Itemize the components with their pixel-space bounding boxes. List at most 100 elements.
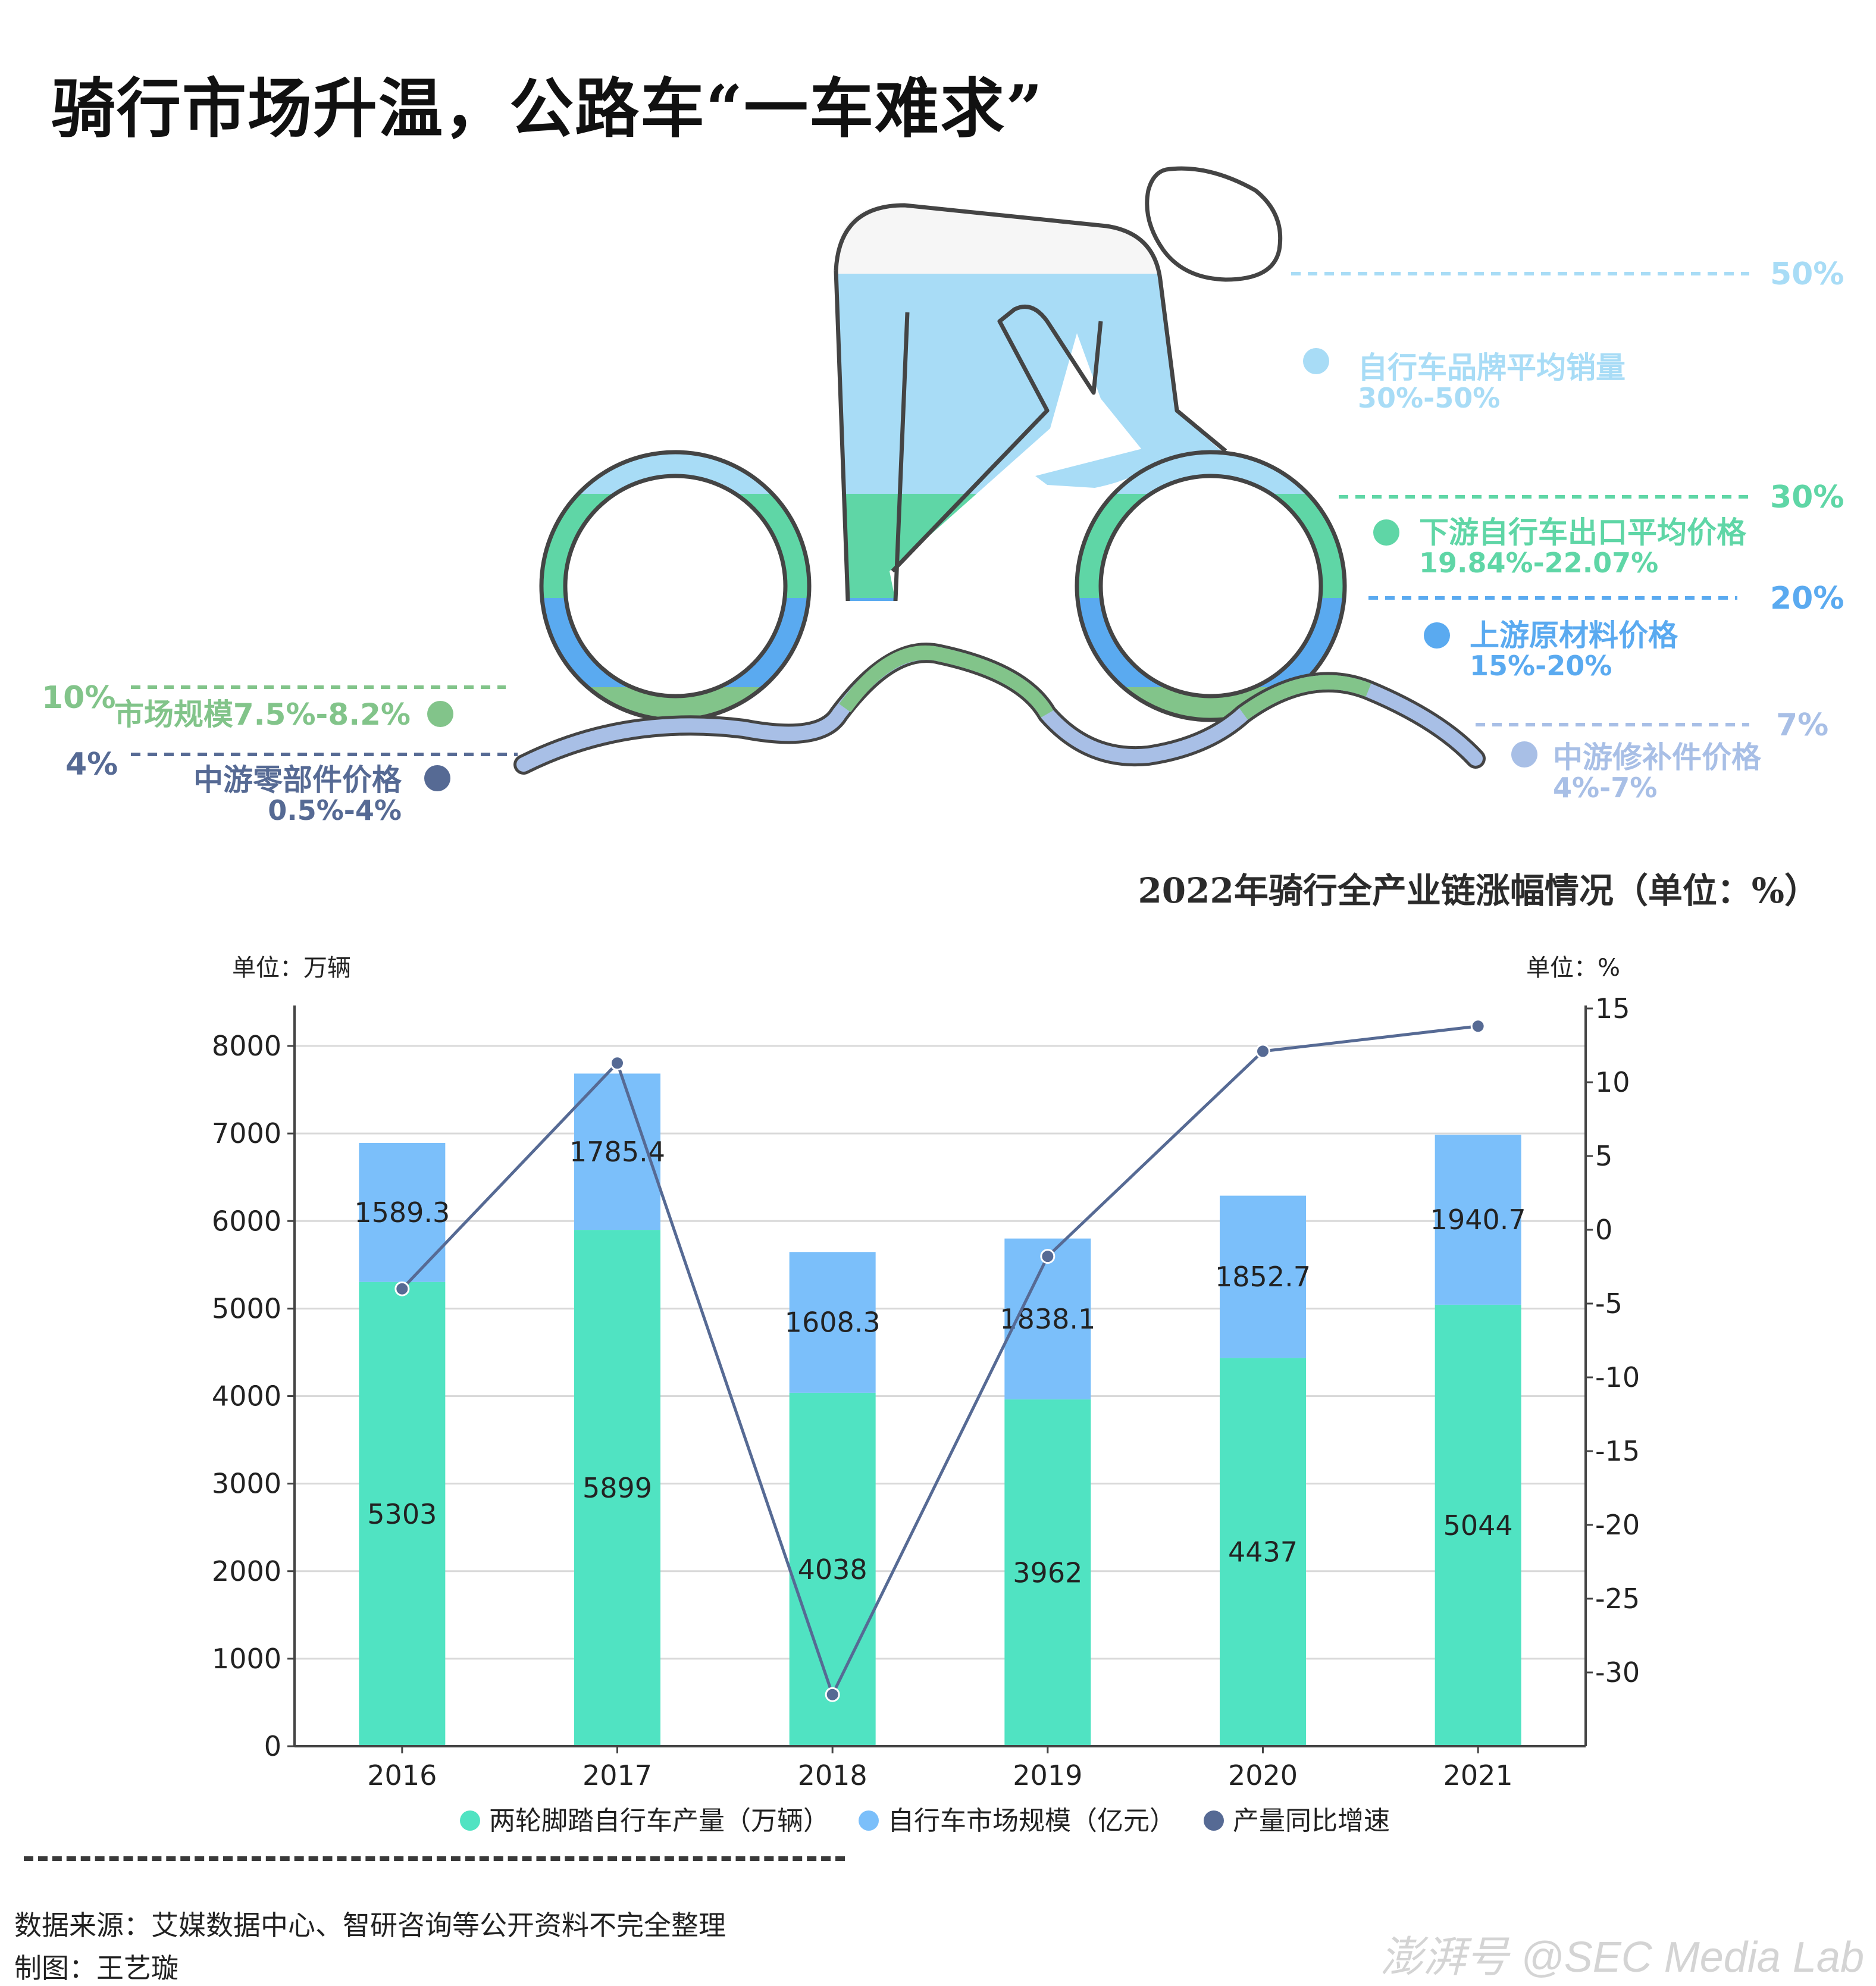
- bar-market-size: [1220, 1195, 1306, 1358]
- level-bands: [836, 205, 1223, 601]
- ground-wave-green: [839, 645, 1054, 718]
- item-dot: [1303, 348, 1329, 374]
- right-tick-label: -20: [1595, 1509, 1640, 1541]
- growth-point: [1470, 1019, 1486, 1034]
- item-range: 15%-20%: [1470, 650, 1612, 682]
- main-title: 骑行市场升温，公路车“一车难求”: [51, 71, 1044, 146]
- footer-author: 制图：王艺璇: [14, 1952, 178, 1984]
- growth-line: [401, 1025, 1479, 1699]
- chart-growth-line: [394, 1019, 1486, 1702]
- bike-wheels: [513, 450, 1486, 775]
- production-chart: 5303 1589.3 5899 1785.4 4038 1608.3 3962 1838.1…: [212, 954, 1640, 1836]
- item-dot: [1424, 622, 1450, 649]
- item-dot: [424, 765, 450, 791]
- wheel-right-outer: [1075, 450, 1347, 722]
- left-tick-label: 2000: [212, 1555, 281, 1587]
- rider-fill: [836, 205, 1223, 601]
- wheel-band: [541, 494, 809, 598]
- item-name: 中游零部件价格: [193, 763, 402, 797]
- bar-market-size: [1435, 1135, 1521, 1305]
- x-tick-label: 2016: [367, 1759, 437, 1791]
- level-value-50: 50%: [1770, 256, 1844, 292]
- right-tick-label: -25: [1595, 1583, 1640, 1615]
- bar-market-size-label: 1940.7: [1430, 1204, 1526, 1236]
- item-name: 上游原材料价格: [1470, 618, 1678, 653]
- legend-label: 自行车市场规模（亿元）: [888, 1806, 1176, 1836]
- level-value-30: 30%: [1770, 480, 1844, 515]
- bar-production-label: 5303: [367, 1498, 437, 1530]
- bar-production: [1220, 1358, 1306, 1746]
- growth-point: [1255, 1044, 1270, 1059]
- legend-marker: [859, 1810, 879, 1831]
- level-value-20: 20%: [1770, 581, 1844, 616]
- rider-body-outline: [834, 203, 1227, 602]
- item-name: 市场规模7.5%-8.2%: [114, 697, 411, 732]
- right-tick-label: 15: [1595, 992, 1630, 1025]
- legend-label: 两轮脚踏自行车产量（万辆）: [489, 1806, 829, 1836]
- right-tick-label: -30: [1595, 1656, 1640, 1689]
- bar-production-label: 5044: [1443, 1509, 1513, 1542]
- x-tick-label: 2019: [1013, 1759, 1082, 1791]
- bar-market-size: [789, 1252, 876, 1393]
- item-range: 19.84%-22.07%: [1419, 547, 1658, 579]
- item-dot: [1373, 519, 1399, 546]
- bar-market-size-label: 1852.7: [1215, 1261, 1311, 1293]
- left-tick-label: 8000: [212, 1030, 281, 1062]
- left-tick-label: 1000: [212, 1643, 281, 1675]
- legend-marker: [1204, 1810, 1224, 1831]
- right-tick-label: 10: [1595, 1066, 1630, 1098]
- chart-legend: 两轮脚踏自行车产量（万辆） 自行车市场规模（亿元） 产量同比增速: [460, 1806, 1390, 1836]
- right-tick-label: 0: [1595, 1214, 1612, 1246]
- item-range: 0.5%-4%: [268, 794, 402, 826]
- bar-market-size-label: 1608.3: [785, 1307, 881, 1339]
- bar-market-size-label: 1589.3: [354, 1196, 450, 1229]
- footer-divider: [24, 1856, 845, 1861]
- wheel-band: [1077, 494, 1345, 598]
- right-tick-label: -10: [1595, 1361, 1640, 1393]
- x-tick-label: 2020: [1228, 1759, 1298, 1791]
- growth-point: [1040, 1249, 1056, 1264]
- left-tick-label: 6000: [212, 1205, 281, 1237]
- level-value-4: 4%: [65, 747, 118, 782]
- bar-production: [1435, 1304, 1521, 1746]
- growth-point: [610, 1055, 625, 1071]
- left-tick-label: 5000: [212, 1292, 281, 1324]
- growth-point: [394, 1281, 410, 1296]
- chart-bars: 5303 1589.3 5899 1785.4 4038 1608.3 3962 1838.1…: [354, 1073, 1526, 1746]
- wheel-left-outer: [539, 450, 812, 722]
- item-range: 30%-50%: [1358, 382, 1500, 414]
- bar-production: [359, 1282, 446, 1746]
- item-name: 下游自行车出口平均价格: [1419, 515, 1747, 550]
- bar-production-label: 5899: [582, 1472, 652, 1504]
- chart-axes: 0 1000 2000 3000 4000 5000 6000 7000 8000 15 10 5 0 -…: [212, 954, 1640, 1791]
- right-tick-label: 5: [1595, 1140, 1612, 1172]
- level-value-10: 10%: [42, 680, 115, 716]
- level-value-7: 7%: [1776, 707, 1828, 743]
- rider-band: [836, 494, 1223, 598]
- legend-marker: [460, 1810, 480, 1831]
- bar-production-label: 3962: [1013, 1557, 1082, 1589]
- growth-point: [825, 1687, 840, 1702]
- item-dot: [427, 701, 453, 727]
- item-dot: [1511, 741, 1537, 768]
- watermark: 澎湃号 @SEC Media Lab: [1380, 1934, 1864, 1981]
- left-tick-label: 4000: [212, 1380, 281, 1412]
- rider-head-outline: [1145, 166, 1283, 282]
- wheel-left-inner: [563, 474, 788, 698]
- wheel-band: [541, 452, 809, 494]
- item-range: 4%-7%: [1553, 772, 1657, 804]
- bar-production: [1004, 1399, 1091, 1746]
- bar-production: [574, 1230, 660, 1746]
- left-tick-label: 7000: [212, 1117, 281, 1149]
- item-name: 中游修补件价格: [1553, 740, 1762, 775]
- legend-label: 产量同比增速: [1233, 1806, 1390, 1836]
- bar-market-size: [1004, 1238, 1091, 1400]
- bar-market-size-label: 1838.1: [1000, 1303, 1095, 1335]
- x-tick-label: 2021: [1443, 1759, 1513, 1791]
- left-axis-unit: 单位：万辆: [232, 954, 351, 982]
- wheel-right-inner: [1098, 474, 1323, 698]
- x-tick-label: 2018: [798, 1759, 867, 1791]
